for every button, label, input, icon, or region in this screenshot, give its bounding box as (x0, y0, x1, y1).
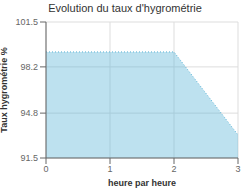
svg-text:94.8: 94.8 (20, 108, 38, 118)
svg-text:2: 2 (171, 164, 176, 174)
svg-text:101.5: 101.5 (15, 17, 38, 27)
svg-text:heure par heure: heure par heure (108, 178, 176, 188)
svg-text:Taux hygrométrie %: Taux hygrométrie % (8, 47, 9, 132)
svg-text:0: 0 (43, 164, 48, 174)
svg-text:91.5: 91.5 (20, 153, 38, 163)
html-text:Evolution du taux d'hygrométri: Evolution du taux d'hygrométrie (48, 2, 202, 14)
svg-text:3: 3 (235, 164, 240, 174)
svg-text:98.2: 98.2 (20, 62, 38, 72)
svg-text:1: 1 (107, 164, 112, 174)
